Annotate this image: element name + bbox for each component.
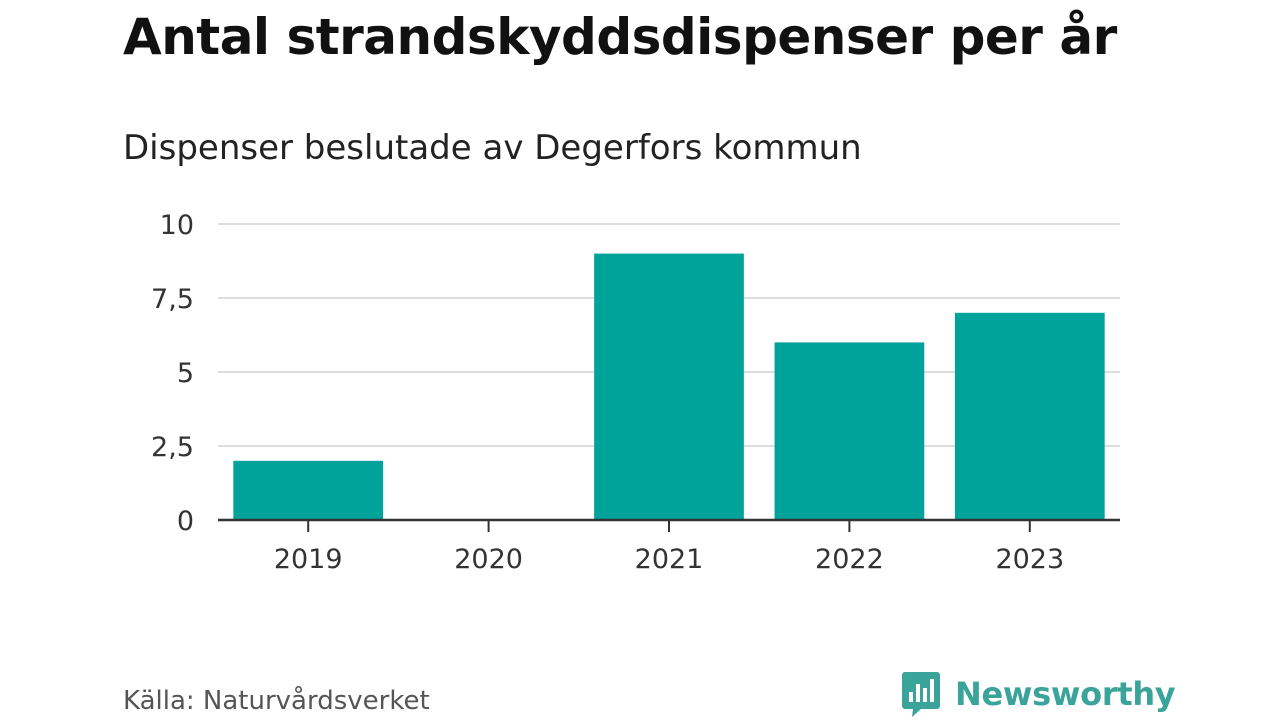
- bar-chart-speech-bubble-icon: [902, 672, 940, 717]
- y-tick-label: 5: [177, 358, 194, 389]
- brand-logo: Newsworthy: [901, 670, 1176, 718]
- x-tick-label: 2019: [274, 544, 343, 575]
- y-tick-label: 0: [177, 506, 194, 537]
- bar-chart: 0 2,5 5 7,5 10 2019 2020 2021 2022 2023: [151, 210, 1120, 575]
- x-tick-label: 2021: [635, 544, 704, 575]
- bar-2022: [774, 342, 925, 520]
- x-tick-label: 2020: [454, 544, 523, 575]
- tick-labels: 0 2,5 5 7,5 10 2019 2020 2021 2022 2023: [151, 210, 1064, 575]
- bar-2023: [954, 312, 1105, 520]
- y-tick-label: 2,5: [151, 432, 194, 463]
- brand-name: Newsworthy: [955, 675, 1176, 713]
- source-note: Källa: Naturvårdsverket: [123, 686, 430, 716]
- x-tick-label: 2022: [815, 544, 884, 575]
- axes: [218, 518, 1120, 532]
- y-tick-label: 7,5: [151, 284, 194, 315]
- bar-2021: [594, 253, 744, 520]
- bars: [233, 253, 1105, 520]
- chart-subtitle: Dispenser beslutade av Degerfors kommun: [123, 128, 862, 168]
- bar-2019: [233, 460, 384, 520]
- chart-title: Antal strandskyddsdispenser per år: [123, 8, 1117, 66]
- x-tick-label: 2023: [995, 544, 1064, 575]
- y-tick-label: 10: [160, 210, 194, 241]
